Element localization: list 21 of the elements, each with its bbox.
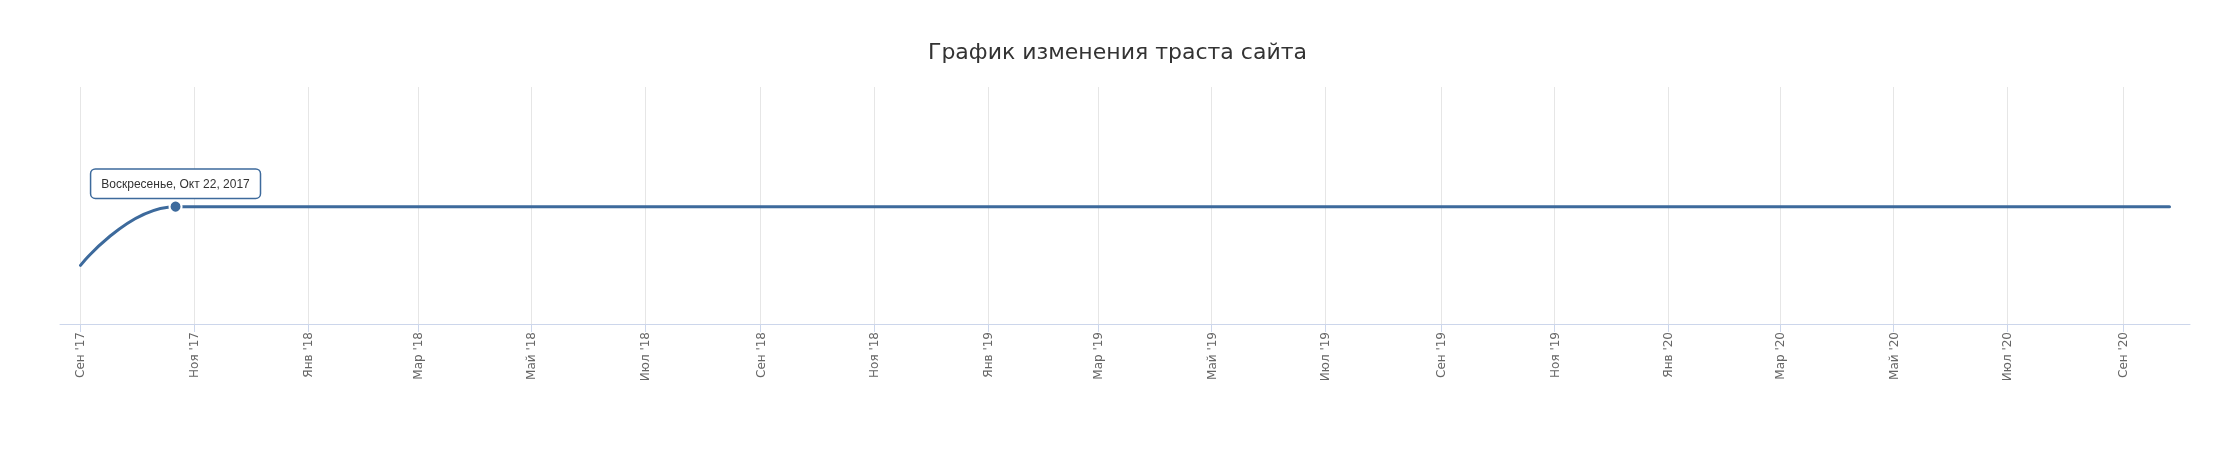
x-tick-label: Янв '19	[981, 332, 996, 378]
x-tick-label: Сен '20	[2115, 332, 2130, 378]
x-tick-label: Янв '18	[300, 332, 315, 378]
x-tick-label: Мар '18	[410, 332, 425, 380]
x-tick-label: Июл '19	[1318, 332, 1333, 382]
chart-title: График изменения траста сайта	[927, 38, 1308, 64]
x-tick-label: Мар '20	[1773, 332, 1788, 380]
x-tick-label: Янв '20	[1661, 332, 1676, 378]
x-tick-label: Май '18	[524, 332, 539, 380]
x-tick-label: Май '19	[1204, 332, 1219, 380]
x-tick-label: Ноя '19	[1547, 332, 1562, 378]
x-tick-label: Сен '17	[73, 332, 88, 378]
x-tick-label: Июл '20	[2000, 332, 2015, 382]
x-tick-label: Май '20	[1886, 332, 1901, 380]
x-tick-label: Июл '18	[638, 332, 653, 382]
x-tick-label: Сен '19	[1433, 332, 1448, 378]
x-tick-label: Сен '18	[753, 332, 768, 378]
x-tick-label: Ноя '17	[187, 332, 202, 378]
annotation: Воскресенье, Окт 22, 2017	[101, 176, 251, 191]
x-tick-label: Ноя '18	[867, 332, 882, 378]
x-tick-label: Мар '19	[1090, 332, 1105, 380]
